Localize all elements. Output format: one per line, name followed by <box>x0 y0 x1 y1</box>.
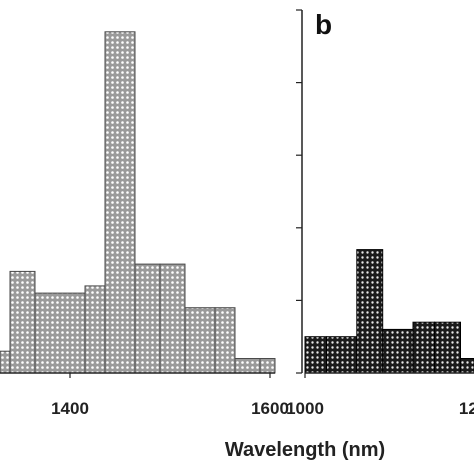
panel-a-x-tick-label-0: 1400 <box>51 399 89 418</box>
panel-a-x-tick-label-1: 1600 <box>251 399 289 418</box>
panel-b-bar-1 <box>326 336 358 374</box>
panel-a-bars <box>0 31 276 374</box>
panel-a-bar-7 <box>184 307 216 374</box>
panel-a-bar-8 <box>214 307 236 374</box>
panel-a-x-ticks: 1400 1600 <box>51 373 289 418</box>
panel-a-bar-4 <box>104 31 136 374</box>
panel-b-histogram: 1000 1200 b <box>286 9 474 418</box>
panel-a-bar-9 <box>234 358 261 374</box>
panel-a-histogram: 1400 1600 <box>0 31 289 418</box>
panel-a-bar-3 <box>84 285 106 374</box>
panel-a-bar-2 <box>34 292 86 374</box>
panel-b-x-ticks: 1000 1200 <box>286 373 474 418</box>
panel-a-bar-1 <box>9 270 36 374</box>
panel-b-bar-2 <box>356 249 384 374</box>
panel-b-bar-4 <box>412 321 436 374</box>
panel-b-y-ticks <box>296 9 302 374</box>
panel-b-bar-6 <box>460 358 474 374</box>
panel-b-bar-3 <box>382 328 414 374</box>
panel-a-bar-0 <box>0 350 11 374</box>
panel-b-bar-5 <box>434 321 462 374</box>
panel-b-letter: b <box>315 9 332 40</box>
panel-b-x-tick-label-0: 1000 <box>286 399 324 418</box>
x-axis-title: Wavelength (nm) <box>225 439 385 461</box>
panel-b-bar-0 <box>304 336 328 374</box>
panel-b-bars <box>304 249 474 374</box>
panel-a-bar-5 <box>134 263 161 374</box>
panel-a-bar-6 <box>159 263 186 374</box>
panel-a-bar-10 <box>259 358 276 374</box>
panel-b-x-tick-label-1: 1200 <box>459 399 474 418</box>
